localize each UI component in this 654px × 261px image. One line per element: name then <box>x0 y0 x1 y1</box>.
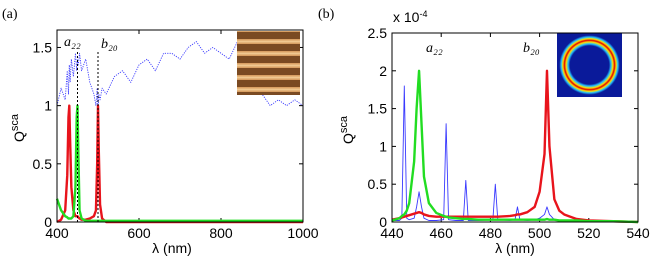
y-tick-label: 0.5 <box>33 156 53 172</box>
x-axis-label: λ (nm) <box>152 240 192 256</box>
y-axis-label-sup: sca <box>9 113 21 131</box>
x-tick-label: 400 <box>45 225 69 241</box>
y-axis-label: Qsca <box>9 113 27 142</box>
y-axis-label: Qsca <box>338 115 356 144</box>
y-axis-label-main: Q <box>11 131 27 142</box>
series-line <box>56 41 304 112</box>
x-tick-label: 440 <box>380 225 404 241</box>
y-tick-label: 1.5 <box>33 39 53 55</box>
axis-multiplier: x 10-4 <box>393 9 427 25</box>
x-axis-label: λ (nm) <box>495 240 535 256</box>
x-tick-label: 520 <box>577 225 601 241</box>
y-tick-label: 0.5 <box>368 176 388 192</box>
y-axis-label-sup: sca <box>338 115 350 133</box>
series-line <box>391 69 639 224</box>
multiplier-exponent: -4 <box>419 9 427 19</box>
panel-label: (b) <box>318 7 335 22</box>
x-tick-label: 540 <box>626 225 650 241</box>
x-tick-label: 480 <box>479 225 503 241</box>
annotation: b₂₀ <box>101 37 118 52</box>
panel-b: 440 460 480 500 520 540 0 0.5 1 1.5 2 2.5 (b) x 10-4 a… <box>318 7 650 256</box>
y-tick-label: 2.5 <box>368 25 388 41</box>
x-tick-label: 1000 <box>287 225 318 241</box>
x-tick-label: 800 <box>209 225 233 241</box>
y-tick-label: 2 <box>379 63 387 79</box>
annotation: a₂₂ <box>426 41 443 56</box>
multiplier-base: x 10 <box>393 9 420 25</box>
x-tick-label: 500 <box>528 225 552 241</box>
annotation: b₂₀ <box>523 41 540 56</box>
series-line <box>55 104 303 223</box>
x-tick-label: 460 <box>430 225 454 241</box>
y-tick-label: 1.5 <box>368 101 388 117</box>
y-tick-label: 0 <box>379 214 387 230</box>
plot-frame <box>391 32 639 223</box>
y-tick-label: 1 <box>379 138 387 154</box>
series-line <box>391 69 639 224</box>
y-tick-label: 1 <box>44 98 52 114</box>
y-tick-label: 0 <box>44 214 52 230</box>
inset-image <box>557 33 622 97</box>
x-tick-label: 600 <box>127 225 151 241</box>
panel-a: 400 600 800 1000 0 0.5 1 1.5 (a) a₂₂ b₂₀ λ (nm) Qsca <box>2 7 319 256</box>
annotation: a₂₂ <box>64 35 81 50</box>
panel-label: (a) <box>2 7 18 22</box>
plot-frame <box>56 29 304 223</box>
inset-image <box>237 31 300 95</box>
y-axis-label-main: Q <box>340 133 356 144</box>
